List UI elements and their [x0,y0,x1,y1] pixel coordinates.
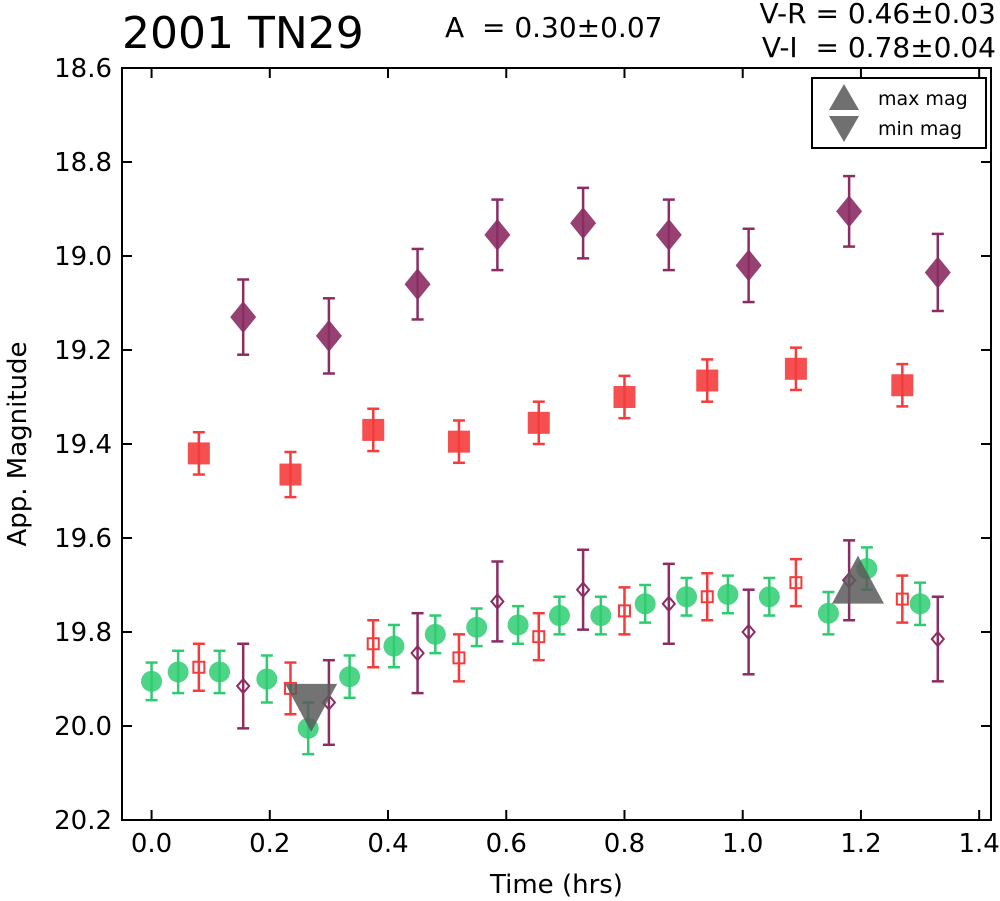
x-axis-label: Time (hrs) [489,870,623,900]
data-point [490,592,505,610]
data-point [895,592,909,606]
plot-frame [121,67,992,821]
data-point [548,605,570,627]
y-tick-label: 19.2 [54,336,112,366]
data-point [447,430,470,453]
legend-label: min mag [878,118,962,140]
x-tick-label: 0.4 [367,829,408,859]
data-point [209,661,231,683]
data-point [466,616,488,638]
x-tick-label: 1.4 [958,829,999,859]
data-point [836,195,863,228]
data-point [527,411,550,434]
data-point [590,605,612,627]
data-point [187,442,210,465]
data-point [613,386,636,408]
data-point [256,668,278,690]
data-point [758,586,780,608]
data-point [789,576,803,590]
data-point [279,463,302,486]
legend-label: max mag [878,88,968,110]
data-point [339,666,361,688]
data-point [661,595,677,613]
data-point [575,581,591,599]
y-tick-label: 18.6 [54,54,112,84]
x-tick-label: 1.0 [722,829,763,859]
data-point [924,256,951,289]
data-point [315,319,342,352]
data-point [909,593,931,615]
data-point [366,637,380,651]
data-point [235,677,251,695]
data-point [230,301,257,334]
data-point [452,651,466,665]
data-point [696,369,719,392]
y-axis-label: App. Magnitude [3,341,33,546]
data-point [507,614,529,636]
y-tick-label: 19.6 [54,524,112,554]
data-point [676,586,698,608]
x-tick-label: 0.0 [131,829,172,859]
amplitude-label: A = 0.30±0.07 [445,11,663,44]
axes: 0.0 0.2 0.4 0.6 0.8 1.0 1.2 1.4 18.6 18.8 19.0 19.2… [54,54,1000,859]
data-point [817,602,839,624]
data-point [741,623,756,641]
data-point [383,635,405,657]
data-point [141,670,163,692]
data-point [424,623,446,645]
data-point [784,357,807,380]
data-point [717,583,739,605]
v-i-color-label: V-I = 0.78±0.04 [761,31,996,64]
x-tick-label: 1.2 [840,829,881,859]
y-tick-label: 19.8 [54,618,112,648]
min-mag-legend-icon [829,116,859,142]
data-point [404,268,431,301]
max-mag-legend-icon [829,84,859,110]
y-tick-label: 20.0 [54,712,112,742]
series-square-open [192,557,909,716]
data-point [484,218,511,251]
plot-marks [141,174,951,756]
max-mag-marker [831,555,884,604]
series-square-filled [187,346,914,499]
legend: max mag min mag [811,77,987,149]
series-circle-filled [141,546,931,756]
data-point [735,249,762,282]
y-tick-label: 18.8 [54,148,112,178]
data-point [617,604,631,618]
data-point [634,593,656,615]
x-tick-label: 0.8 [604,829,645,859]
data-point [930,630,946,648]
y-tick-label: 19.0 [54,242,112,272]
data-point [167,661,189,683]
data-point [655,218,682,251]
data-point [532,630,546,644]
data-point [362,418,385,441]
min-mag-marker [285,683,338,732]
data-point [700,590,714,604]
data-point [192,660,206,674]
y-tick-label: 19.4 [54,430,112,460]
data-point [891,374,914,397]
chart-title: 2001 TN29 [122,8,364,59]
series-diamond-open [235,539,946,747]
v-r-color-label: V-R = 0.46±0.03 [759,0,996,30]
data-point [570,207,597,240]
data-point [410,644,425,662]
x-tick-label: 0.2 [249,829,290,859]
series-diamond-filled [230,174,951,375]
x-tick-label: 0.6 [486,829,527,859]
y-tick-label: 20.2 [54,806,112,836]
